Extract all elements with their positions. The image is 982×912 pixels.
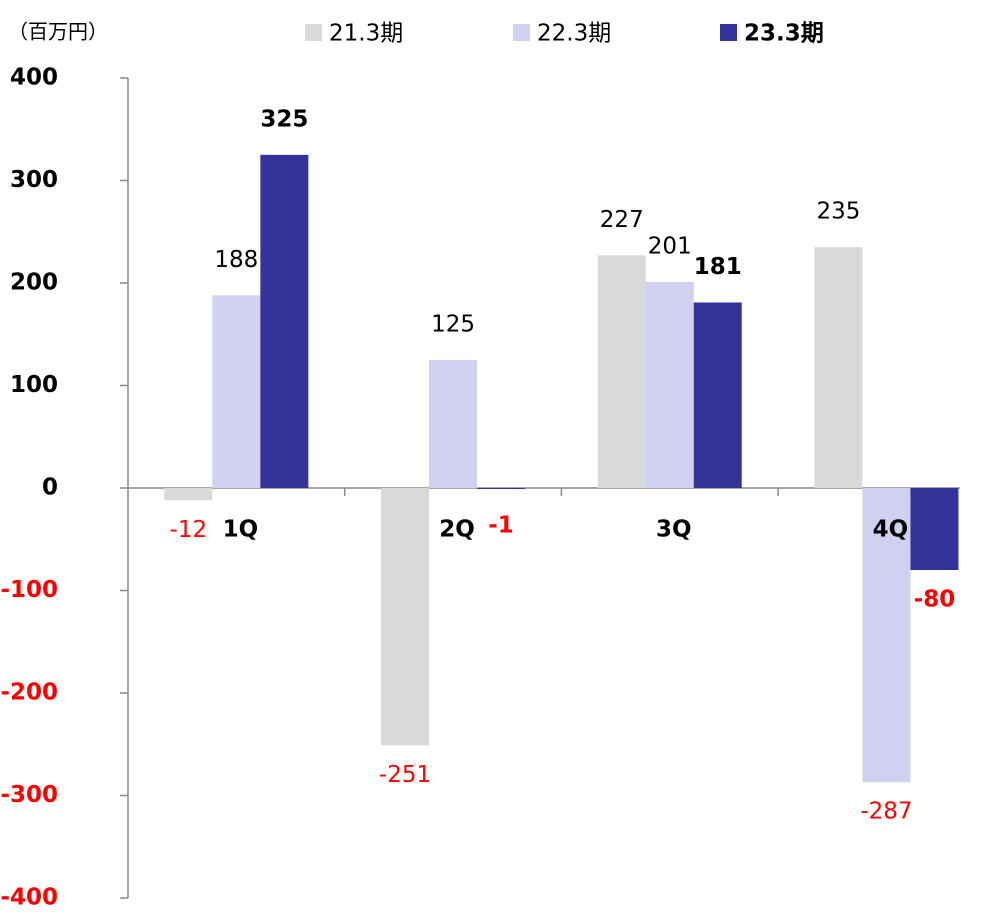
data-label: -287 xyxy=(860,799,912,825)
bar xyxy=(645,281,694,488)
legend-label: 23.3期 xyxy=(744,21,824,47)
legend-swatch xyxy=(305,24,322,41)
y-tick-label: -200 xyxy=(0,680,58,706)
data-label: 181 xyxy=(694,254,742,280)
y-tick-label: 300 xyxy=(10,167,58,193)
y-tick-label: -300 xyxy=(0,782,58,808)
y-tick-label: 100 xyxy=(10,372,58,398)
bar xyxy=(381,488,430,746)
data-label: -12 xyxy=(170,517,208,543)
bar xyxy=(260,154,309,488)
data-label: -251 xyxy=(379,762,431,788)
data-label: 201 xyxy=(648,233,692,259)
y-tick-label: 200 xyxy=(10,270,58,296)
legend-swatch xyxy=(720,24,737,41)
data-label: -1 xyxy=(488,513,514,539)
data-label: 235 xyxy=(816,199,860,225)
y-tick-label: -100 xyxy=(0,577,58,603)
y-tick-label: 0 xyxy=(42,475,58,501)
bar xyxy=(597,255,646,488)
legend-label: 22.3期 xyxy=(537,21,611,47)
bar xyxy=(212,295,261,488)
legend-label: 21.3期 xyxy=(329,21,403,47)
bar xyxy=(910,488,959,570)
unit-label: （百万円） xyxy=(8,20,108,44)
x-tick-label: 3Q xyxy=(656,517,692,543)
data-label: -80 xyxy=(914,587,956,613)
y-tick-label: -400 xyxy=(0,885,58,911)
bar xyxy=(862,488,911,783)
y-tick-label: 400 xyxy=(10,65,58,91)
data-label: 325 xyxy=(260,106,308,132)
bar xyxy=(814,247,863,488)
data-label: 227 xyxy=(600,207,644,233)
x-tick-label: 2Q xyxy=(439,517,475,543)
bar xyxy=(693,302,742,488)
data-label: 188 xyxy=(214,247,258,273)
x-tick-label: 4Q xyxy=(873,517,909,543)
data-label: 125 xyxy=(431,311,475,337)
bar xyxy=(477,488,526,490)
bar xyxy=(429,359,478,488)
legend-swatch xyxy=(513,24,530,41)
bar xyxy=(164,488,213,501)
x-tick-label: 1Q xyxy=(223,517,259,543)
